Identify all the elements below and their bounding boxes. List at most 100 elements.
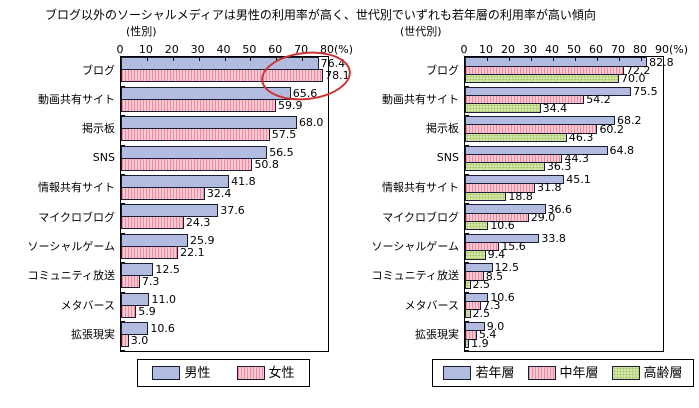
value-label: 10.6 (490, 219, 515, 233)
value-label: 7.3 (141, 275, 160, 289)
legend-entry: 女性 (236, 365, 295, 381)
axis-tick-label: 40 (217, 44, 231, 55)
bar-group: 68.2 60.2 46.3 (465, 115, 663, 146)
value-label: 45.1 (566, 173, 591, 187)
bar (465, 162, 545, 172)
value-label: 3.0 (130, 333, 149, 347)
value-label: 12.5 (494, 261, 520, 275)
axis-tick-label: 90 (%) (655, 44, 688, 55)
legend-label: 高齢層 (643, 365, 683, 381)
chart-subtitle: (性別) (126, 25, 157, 39)
axis-tick-label: 20 (501, 44, 515, 55)
value-label: 11.0 (151, 292, 176, 306)
plot-area: 82.8 72.2 70.0 75.5 54.2 34.4 68.2 60.2 46.3 64.8… (464, 56, 674, 353)
axis-tick-label: 80 (%) (320, 44, 353, 55)
bar-row: 1.9 (465, 336, 663, 350)
value-label: 2.5 (472, 307, 491, 321)
page: ブログ以外のソーシャルメディアは男性の利用率が高く、世代別でいずれも若年層の利用… (0, 8, 699, 388)
axis-tick-label: 30 (523, 44, 537, 55)
axis-tick-number: 40 (545, 43, 559, 57)
legend-swatch (611, 366, 640, 381)
bar (121, 333, 129, 347)
bar (465, 73, 619, 84)
axis-tick-number: 60 (268, 43, 283, 57)
chart-title: ブログ以外のソーシャルメディアは男性の利用率が高く、世代別でいずれも若年層の利用… (45, 8, 596, 22)
value-label: 72.2 (625, 63, 651, 77)
axis: 0 10 20 30 40 50 60 70 80 90 (%) (461, 41, 689, 56)
legend-label: 女性 (268, 365, 295, 381)
axis-tick-label: 50 (242, 44, 256, 55)
bar (465, 338, 470, 348)
value-label: 5.9 (138, 304, 156, 318)
chart-subtitle: (世代別) (400, 25, 442, 39)
category-label: SNS (92, 151, 115, 165)
value-label: 1.9 (471, 336, 489, 350)
axis-tick-label: 60 (268, 44, 282, 55)
bar-row: 2.5 (465, 279, 663, 290)
value-label: 60.2 (599, 122, 624, 136)
bar (465, 330, 477, 340)
axis-tick-label: 50 (567, 44, 581, 55)
axis-tick-label: 30 (191, 44, 205, 55)
value-label: 65.6 (292, 86, 318, 100)
bar-group: 75.5 54.2 34.4 (465, 86, 663, 117)
category-label: メタバース (60, 298, 115, 312)
category-label: 掲示板 (426, 122, 459, 136)
value-label: 57.5 (271, 128, 297, 142)
category-labels: ブログ 動画共有サイト 掲示板 SNS 情報共有サイト マイクロブログ ソーシャルゲーム コミ… (352, 56, 464, 352)
value-label: 31.8 (536, 181, 562, 195)
legend-swatch (152, 366, 181, 381)
legend-entry: 中年層 (527, 365, 599, 381)
category-label: 情報共有サイト (382, 181, 459, 195)
bar-row: 10.6 (465, 219, 663, 233)
value-label: 10.6 (490, 290, 515, 304)
bar-row: 3.0 (121, 333, 328, 347)
axis-tick-number: 10 (138, 43, 153, 57)
axis-tick-number: 0 (460, 43, 468, 57)
axis-tick-label: 70 (294, 44, 308, 55)
axis-tick-mark (575, 57, 576, 62)
axis-tick-mark (172, 57, 174, 62)
axis-tick-label: 10 (479, 44, 493, 55)
bar (121, 321, 149, 335)
axis-tick-mark (530, 57, 532, 62)
axis-tick-mark (487, 57, 488, 62)
bar-row: 8.5 (465, 271, 663, 282)
axis-tick-label: 20 (165, 44, 179, 55)
bar (465, 212, 529, 222)
legend-row: 若年層 中年層 高齢層 (432, 359, 694, 388)
axis-tick-mark (596, 57, 598, 62)
category-label: 動画共有サイト (382, 92, 459, 106)
legend: 若年層 中年層 高齢層 (432, 359, 694, 388)
axis-tick-label: 60 (589, 44, 603, 55)
value-label: 44.3 (564, 152, 589, 166)
value-label: 37.6 (220, 204, 245, 218)
axis-tick-label: 80 (633, 44, 647, 55)
bar (121, 275, 140, 289)
axis-tick-mark (224, 57, 226, 62)
category-label: ソーシャルゲーム (371, 239, 459, 253)
value-label: 7.3 (483, 298, 501, 312)
bar (121, 157, 253, 171)
value-label: 36.6 (547, 202, 573, 216)
axis-tick-label: 40 (545, 44, 559, 55)
axis-tick-number: 60 (588, 43, 603, 57)
axis-tick-mark (146, 57, 148, 62)
legend-label: 中年層 (559, 365, 599, 381)
bar-row: 50.8 (121, 157, 328, 171)
bar (465, 132, 567, 143)
bar-row: 32.4 (121, 186, 328, 200)
value-label: 54.2 (586, 93, 611, 107)
category-labels: ブログ 動画共有サイト 掲示板 SNS 情報共有サイト マイクロブログ ソーシャルゲーム コミ… (8, 56, 120, 352)
axis-tick-label: 0 (117, 44, 124, 55)
axis-tick-number: 50 (242, 43, 257, 57)
axis-tick-number: 50 (567, 43, 581, 57)
bar (121, 128, 270, 142)
bar-row: 7.3 (465, 298, 663, 312)
category-label: 情報共有サイト (38, 181, 115, 195)
value-label: 5.4 (478, 328, 497, 342)
value-label: 56.5 (269, 145, 294, 159)
axis-tick-label: 0 (461, 44, 468, 55)
bar-group: 10.6 3.0 (121, 321, 328, 352)
legend-swatch (527, 366, 556, 381)
